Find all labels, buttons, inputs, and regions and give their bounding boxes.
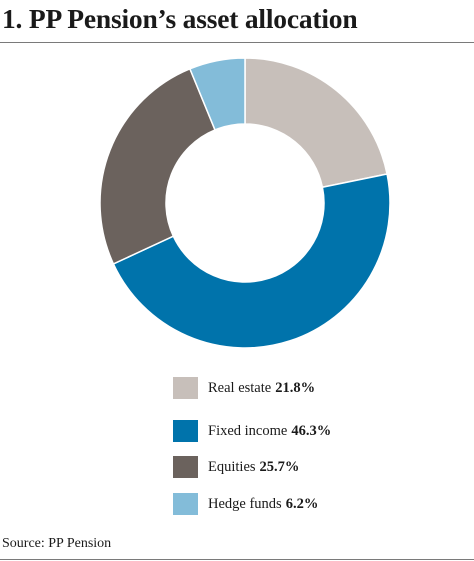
- legend-swatch-hedge-funds: [173, 493, 198, 515]
- source-note: Source: PP Pension: [2, 536, 112, 551]
- legend-value-real-estate: 21.8%: [275, 379, 316, 396]
- legend-label-fixed-income: Fixed income: [208, 422, 288, 439]
- bottom-divider: [0, 559, 474, 560]
- legend-label-equities: Equities: [208, 458, 256, 475]
- legend-item-equities: Equities 25.7%: [173, 456, 299, 478]
- donut-slice-equities: [99, 67, 216, 265]
- legend-item-real-estate: Real estate 21.8%: [173, 377, 315, 399]
- legend-value-fixed-income: 46.3%: [291, 422, 332, 439]
- legend-item-fixed-income: Fixed income 46.3%: [173, 420, 331, 442]
- legend-value-equities: 25.7%: [259, 458, 300, 475]
- donut-slice-fixed-income: [112, 173, 391, 349]
- legend-label-real-estate: Real estate: [208, 379, 272, 396]
- donut-slice-real-estate: [244, 57, 388, 189]
- chart-title: 1. PP Pension’s asset allocation: [2, 3, 358, 34]
- legend-item-hedge-funds: Hedge funds 6.2%: [173, 493, 318, 515]
- legend-swatch-fixed-income: [173, 420, 198, 442]
- legend-value-hedge-funds: 6.2%: [285, 495, 319, 512]
- title-divider: [0, 42, 474, 43]
- donut-slice-hedge-funds: [188, 57, 246, 131]
- legend-label-hedge-funds: Hedge funds: [208, 495, 282, 512]
- donut-chart: [99, 57, 391, 349]
- legend-swatch-equities: [173, 456, 198, 478]
- legend-swatch-real-estate: [173, 377, 198, 399]
